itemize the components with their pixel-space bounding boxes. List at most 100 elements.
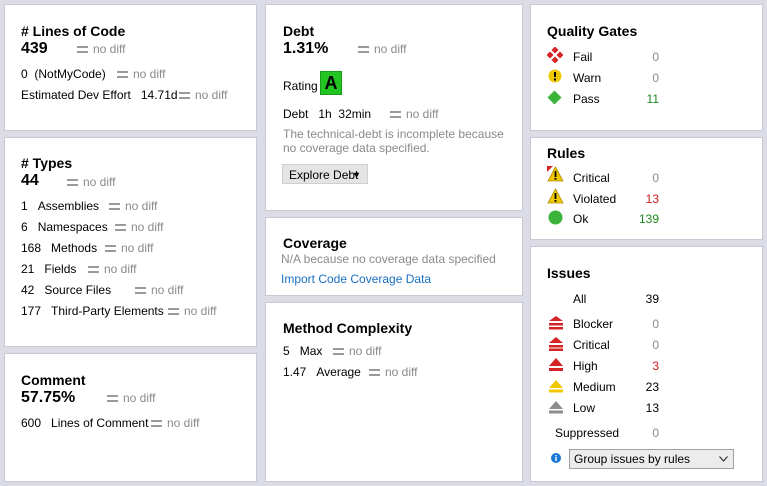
critical-rule-icon bbox=[547, 166, 564, 182]
equals-icon bbox=[105, 245, 116, 253]
equals-icon bbox=[168, 308, 179, 316]
blocker-icon bbox=[549, 316, 563, 330]
types-row-methods-diff: no diff bbox=[105, 241, 153, 255]
equals-icon bbox=[88, 266, 99, 274]
chevron-down-icon bbox=[719, 456, 728, 462]
loc-value: 439 bbox=[21, 40, 48, 57]
dev-effort-row: Estimated Dev Effort 14.71d bbox=[21, 88, 178, 102]
issue-medium-count: 23 bbox=[645, 380, 659, 394]
equals-icon bbox=[67, 179, 78, 187]
rule-critical-label: Critical bbox=[573, 171, 610, 185]
loc-title: # Lines of Code bbox=[21, 23, 126, 39]
types-panel: # Types 44 no diff 1 Assemblies no diff … bbox=[4, 137, 257, 347]
info-icon bbox=[551, 453, 561, 463]
types-row-fields-diff: no diff bbox=[88, 262, 136, 276]
equals-icon bbox=[333, 348, 344, 356]
issue-medium-label: Medium bbox=[573, 380, 616, 394]
types-row-namespaces: 6 Namespaces bbox=[21, 220, 108, 234]
gate-warn-label: Warn bbox=[573, 71, 602, 85]
equals-icon bbox=[117, 71, 128, 79]
quality-gates-panel: Quality Gates Fail 0 Warn 0 Pass 11 bbox=[530, 4, 763, 131]
group-issues-select[interactable]: Group issues by rules bbox=[569, 449, 734, 469]
explore-debt-button[interactable]: Explore Debt ▼ bbox=[282, 164, 368, 184]
issue-blocker-label: Blocker bbox=[573, 317, 614, 331]
complexity-max-diff: no diff bbox=[333, 344, 381, 358]
equals-icon bbox=[151, 420, 162, 428]
gate-pass-label: Pass bbox=[573, 92, 600, 106]
coverage-title: Coverage bbox=[283, 235, 347, 251]
debt-note: The technical-debt is incomplete because… bbox=[283, 127, 504, 155]
rule-violated-count: 13 bbox=[645, 192, 659, 206]
complexity-avg-diff: no diff bbox=[369, 365, 417, 379]
gate-warn-count: 0 bbox=[652, 71, 659, 85]
debt-title: Debt bbox=[283, 23, 315, 39]
gates-title: Quality Gates bbox=[547, 23, 638, 39]
equals-icon bbox=[135, 287, 146, 295]
issue-low-label: Low bbox=[573, 401, 596, 415]
chevron-down-icon: ▼ bbox=[352, 170, 361, 180]
types-row-source-files-diff: no diff bbox=[135, 283, 183, 297]
rating-badge: A bbox=[320, 71, 342, 95]
complexity-max-row: 5 Max bbox=[283, 344, 323, 358]
lines-of-comment-diff: no diff bbox=[151, 416, 199, 430]
debt-panel: Debt 1.31% no diff Rating A Debt 1h 32mi… bbox=[265, 4, 523, 211]
equals-icon bbox=[109, 203, 120, 211]
rules-title: Rules bbox=[547, 145, 586, 161]
comment-title: Comment bbox=[21, 372, 86, 388]
types-row-methods: 168 Methods bbox=[21, 241, 98, 255]
group-issues-value: Group issues by rules bbox=[574, 452, 691, 466]
medium-issue-icon bbox=[549, 380, 563, 393]
fail-icon bbox=[547, 47, 563, 63]
notmycode-diff: no diff bbox=[117, 67, 165, 81]
types-row-assemblies-diff: no diff bbox=[109, 199, 157, 213]
violated-rule-icon bbox=[547, 188, 564, 204]
equals-icon bbox=[179, 92, 190, 100]
high-issue-icon bbox=[549, 358, 563, 371]
critical-issue-icon bbox=[549, 337, 563, 351]
issues-all-label: All bbox=[573, 292, 587, 306]
issues-title: Issues bbox=[547, 265, 591, 281]
comment-value: 57.75% bbox=[21, 389, 76, 406]
types-row-third-party: 177 Third-Party Elements bbox=[21, 304, 164, 318]
complexity-avg-row: 1.47 Average bbox=[283, 365, 361, 379]
equals-icon bbox=[77, 46, 88, 54]
coverage-note: N/A because no coverage data specified bbox=[281, 252, 496, 266]
gate-pass-count: 11 bbox=[646, 92, 659, 106]
explore-debt-label: Explore Debt bbox=[289, 168, 359, 182]
gate-fail-count: 0 bbox=[652, 50, 659, 64]
debt-time-diff: no diff bbox=[390, 107, 438, 121]
equals-icon bbox=[369, 369, 380, 377]
debt-diff: no diff bbox=[358, 42, 406, 56]
issue-critical-count: 0 bbox=[652, 338, 659, 352]
issues-suppressed-count: 0 bbox=[652, 426, 659, 440]
types-diff: no diff bbox=[67, 175, 115, 189]
lines-of-code-panel: # Lines of Code 439 no diff 0 (NotMyCode… bbox=[4, 4, 257, 131]
rule-violated-label: Violated bbox=[573, 192, 617, 206]
issue-high-label: High bbox=[573, 359, 598, 373]
equals-icon bbox=[358, 46, 369, 54]
coverage-panel: Coverage N/A because no coverage data sp… bbox=[265, 217, 523, 296]
rule-ok-count: 139 bbox=[638, 212, 659, 226]
debt-time-row: Debt 1h 32min bbox=[283, 107, 372, 121]
lines-of-comment-row: 600 Lines of Comment bbox=[21, 416, 149, 430]
loc-diff: no diff bbox=[77, 42, 125, 56]
comment-panel: Comment 57.75% no diff 600 Lines of Comm… bbox=[4, 353, 257, 482]
warn-icon bbox=[548, 69, 562, 83]
issues-all-count: 39 bbox=[645, 292, 659, 306]
issues-suppressed-label: Suppressed bbox=[555, 426, 620, 440]
types-row-fields: 21 Fields bbox=[21, 262, 77, 276]
issue-blocker-count: 0 bbox=[652, 317, 659, 331]
rules-panel: Rules Critical 0 Violated 13 Ok 139 bbox=[530, 137, 763, 240]
pass-icon bbox=[547, 90, 562, 105]
complexity-title: Method Complexity bbox=[283, 320, 413, 336]
ok-rule-icon bbox=[548, 210, 563, 225]
types-row-third-party-diff: no diff bbox=[168, 304, 216, 318]
types-row-namespaces-diff: no diff bbox=[115, 220, 163, 234]
equals-icon bbox=[390, 111, 401, 119]
types-row-source-files: 42 Source Files bbox=[21, 283, 112, 297]
issue-low-count: 13 bbox=[645, 401, 659, 415]
rule-ok-label: Ok bbox=[573, 212, 589, 226]
equals-icon bbox=[115, 224, 126, 232]
import-coverage-link[interactable]: Import Code Coverage Data bbox=[281, 272, 432, 286]
comment-diff: no diff bbox=[107, 391, 155, 405]
